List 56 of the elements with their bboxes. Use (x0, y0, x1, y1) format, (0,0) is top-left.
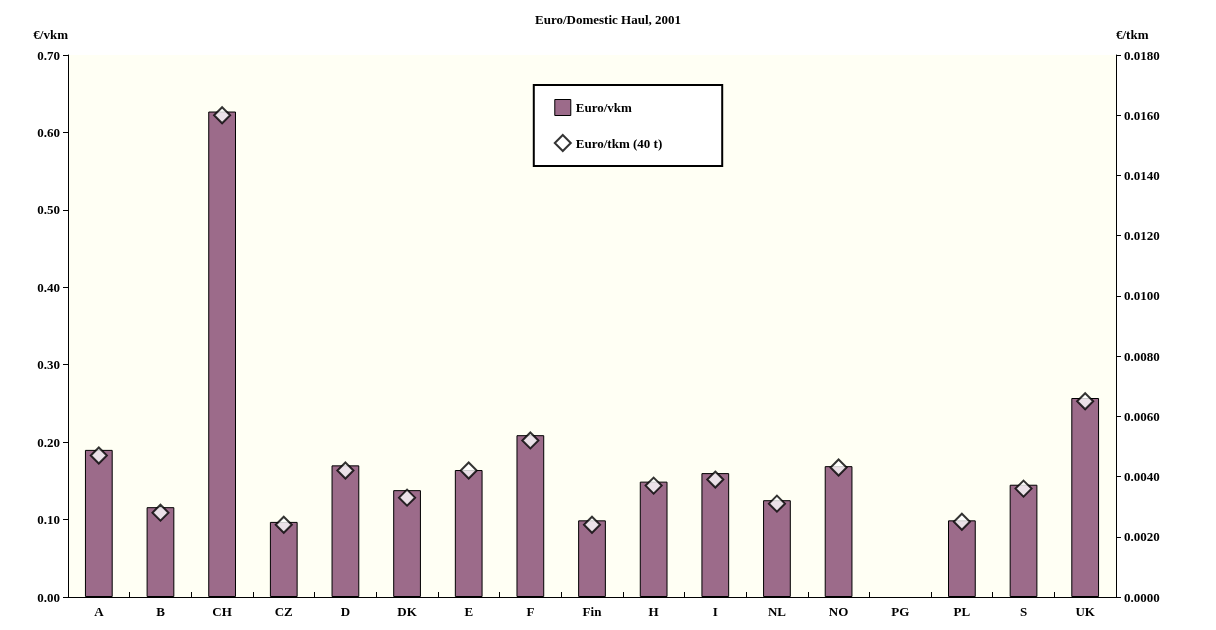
point (644, 476, 663, 495)
point (767, 494, 786, 513)
y-tick-label: 0.30 (37, 357, 60, 373)
y2-axis-title: €/tkm (1116, 27, 1149, 42)
point (398, 488, 417, 507)
x-tick-label: DK (397, 604, 418, 619)
x-tick-label: NO (828, 604, 849, 619)
x-tick-label: S (1019, 604, 1028, 619)
point (952, 512, 971, 531)
y-tick-label: 0.10 (37, 512, 60, 528)
y2-tick-label: 0.0160 (1124, 107, 1160, 123)
point (151, 503, 170, 522)
y-tick-label: 0.70 (37, 47, 60, 63)
point (1076, 392, 1095, 411)
point (521, 431, 540, 450)
y2-tick-label: 0.0020 (1124, 529, 1160, 545)
y-tick-label: 0.60 (37, 124, 60, 140)
x-tick-label: I (712, 604, 718, 619)
legend-label: Euro/tkm (40 t) (575, 135, 663, 151)
point (274, 515, 293, 534)
x-tick-label: B (156, 604, 166, 619)
x-tick-label: PL (953, 604, 971, 619)
point (459, 461, 478, 480)
y2-tick-label: 0.0080 (1124, 348, 1160, 364)
point (1014, 479, 1033, 498)
x-tick-label: Fin (582, 604, 603, 619)
x-tick-label: H (648, 604, 659, 619)
x-tick-label: A (94, 604, 105, 619)
legend-label: Euro/vkm (575, 100, 633, 115)
y2-tick-label: 0.0000 (1124, 589, 1160, 605)
y2-tick-label: 0.0140 (1124, 167, 1160, 183)
point (336, 461, 355, 480)
y-tick-label: 0.00 (37, 589, 60, 605)
y2-tick-label: 0.0060 (1124, 408, 1160, 424)
chart-title: Euro/Domestic Haul, 2001 (534, 12, 682, 27)
x-tick-label: CZ (274, 604, 294, 619)
y-axis-title: €/vkm (33, 27, 69, 42)
point (89, 446, 108, 465)
point (583, 515, 601, 534)
y-tick-label: 0.20 (37, 434, 60, 450)
x-tick-label: CH (212, 604, 232, 619)
point (213, 106, 232, 125)
y-tick-label: 0.50 (37, 202, 60, 218)
x-tick-label: PG (891, 604, 910, 619)
x-tick-label: E (464, 604, 474, 619)
point (829, 458, 848, 477)
y-tick-label: 0.40 (37, 279, 60, 295)
y2-tick-label: 0.0120 (1124, 228, 1160, 244)
point (706, 470, 725, 489)
y2-tick-label: 0.0100 (1124, 288, 1160, 304)
x-tick-label: NL (767, 604, 787, 619)
x-tick-label: UK (1075, 604, 1096, 619)
x-tick-label: D (340, 604, 351, 619)
y2-tick-label: 0.0180 (1124, 47, 1160, 63)
x-tick-label: F (526, 604, 535, 619)
y2-tick-label: 0.0040 (1124, 469, 1160, 485)
